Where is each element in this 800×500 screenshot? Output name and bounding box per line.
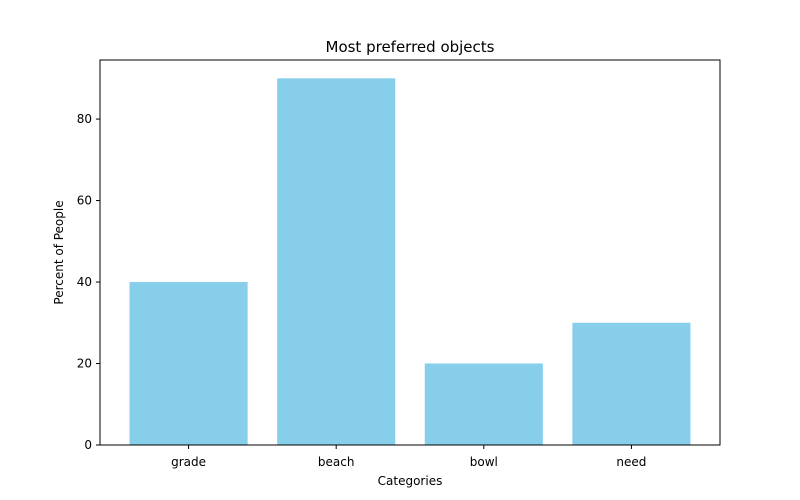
chart-title: Most preferred objects — [326, 38, 495, 56]
y-axis-label: Percent of People — [52, 200, 66, 304]
y-tick-label: 20 — [77, 357, 92, 371]
x-axis-ticks: grade beach bowl need — [171, 445, 646, 469]
bar-grade — [129, 282, 248, 445]
plot-area-frame — [99, 59, 721, 446]
bar-need — [572, 322, 691, 445]
x-tick-label: need — [616, 455, 646, 469]
y-tick-label: 80 — [77, 112, 92, 126]
y-axis-ticks: 0 20 40 60 80 — [77, 112, 100, 452]
x-tick-label: bowl — [470, 455, 498, 469]
y-tick-label: 40 — [77, 275, 92, 289]
x-tick-label: grade — [171, 455, 206, 469]
bar-bowl — [424, 363, 543, 445]
y-tick-label: 60 — [77, 194, 92, 208]
x-tick-label: beach — [318, 455, 355, 469]
y-tick-label: 0 — [84, 438, 92, 452]
bar-beach — [277, 78, 396, 445]
bars-group — [129, 78, 691, 445]
x-axis-label: Categories — [378, 474, 443, 488]
